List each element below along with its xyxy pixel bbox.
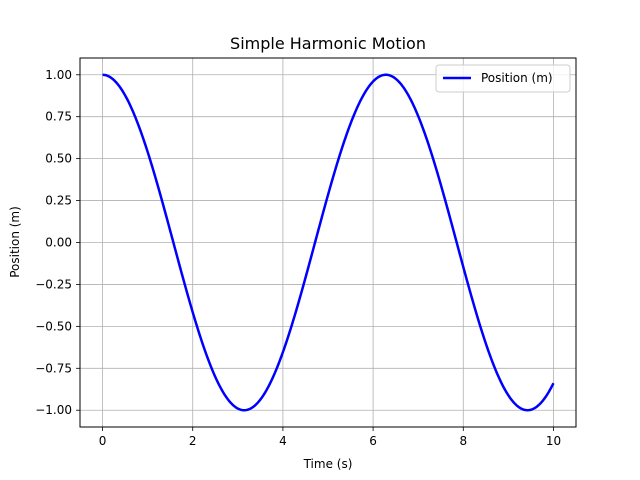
x-tick-label: 6: [369, 434, 377, 448]
y-tick-label: −0.25: [35, 277, 72, 291]
y-tick-label: −0.75: [35, 361, 72, 375]
y-axis-label: Position (m): [8, 206, 22, 278]
y-tick-label: 1.00: [45, 68, 72, 82]
x-ticks: 0 2 4 6 8 10: [99, 427, 561, 448]
x-axis-label: Time (s): [303, 457, 353, 471]
y-tick-label: −1.00: [35, 403, 72, 417]
y-ticks: −1.00 −0.75 −0.50 −0.25 0.00 0.25 0.50 0.75 1.00: [35, 68, 80, 417]
grid: [80, 58, 576, 427]
series-line: [102, 73, 555, 412]
chart-title: Simple Harmonic Motion: [230, 34, 426, 53]
x-tick-label: 8: [459, 434, 467, 448]
x-tick-label: 4: [279, 434, 287, 448]
x-tick-label: 10: [546, 434, 561, 448]
y-tick-label: 0.50: [45, 152, 72, 166]
x-tick-label: 2: [189, 434, 197, 448]
y-tick-label: 0.25: [45, 194, 72, 208]
legend-label: Position (m): [481, 71, 553, 85]
y-tick-label: 0.00: [45, 236, 72, 250]
legend-box: [435, 64, 571, 93]
series-group: [102, 73, 555, 412]
x-tick-label: 0: [99, 434, 107, 448]
y-tick-label: 0.75: [45, 110, 72, 124]
legend: Position (m): [435, 64, 571, 93]
y-tick-label: −0.50: [35, 319, 72, 333]
